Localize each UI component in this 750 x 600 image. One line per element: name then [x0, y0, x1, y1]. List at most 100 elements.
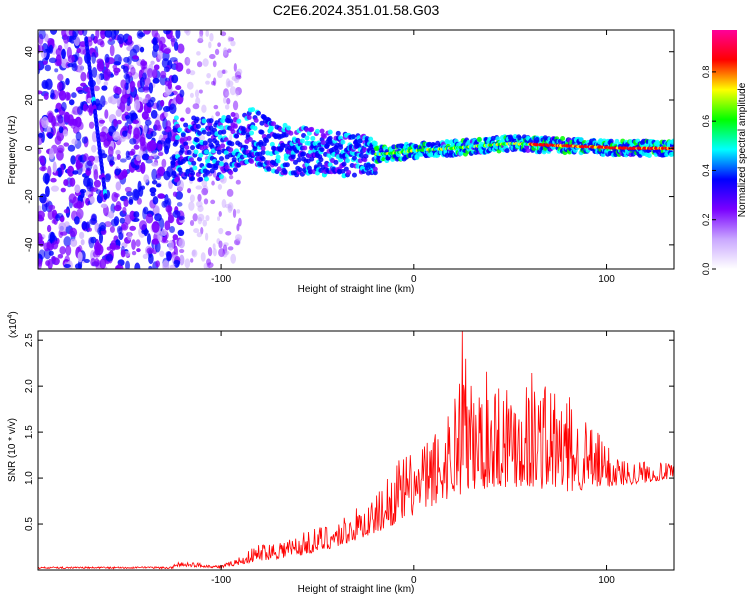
heatmap-cell [179, 249, 185, 254]
heatmap-cell [151, 221, 160, 233]
heatmap-cell [231, 157, 237, 163]
heatmap-cell [82, 103, 88, 112]
heatmap-cell [146, 247, 154, 255]
heatmap-cell [220, 143, 226, 149]
heatmap-cell [327, 135, 333, 141]
heatmap-cell [188, 201, 195, 211]
heatmap-cell [146, 233, 151, 245]
heatmap-cell [119, 217, 125, 224]
heatmap-cell [232, 208, 237, 219]
heatmap-cell [104, 221, 112, 228]
heatmap-cell [99, 131, 107, 137]
heatmap-cell [224, 164, 230, 170]
heatmap-cell [173, 41, 179, 51]
heatmap-cell [215, 111, 221, 117]
heatmap-cell [62, 129, 69, 137]
heatmap-cell [186, 57, 191, 65]
heatmap-cell [66, 92, 71, 101]
heatmap-cell [173, 139, 179, 145]
heatmap-cell [197, 156, 203, 162]
heatmap-cell [38, 90, 43, 95]
heatmap-cell [142, 207, 147, 220]
heatmap-cell [372, 170, 378, 176]
heatmap-cell [137, 32, 146, 38]
colorbar-tick-label: 0.6 [701, 115, 711, 128]
heatmap-cell [129, 138, 137, 145]
heatmap-cell [164, 220, 171, 231]
heatmap-cell [54, 135, 62, 146]
heatmap-cell [173, 115, 179, 121]
heatmap-cell [50, 115, 56, 127]
heatmap-cell [235, 179, 241, 185]
heatmap-x-ticks: -100 0 100 [211, 30, 615, 285]
heatmap-cell [55, 48, 63, 57]
heatmap-cell [276, 166, 282, 172]
heatmap-cell [341, 161, 347, 167]
heatmap-cell [218, 161, 224, 167]
heatmap-cell [165, 205, 173, 213]
heatmap-cell [212, 77, 217, 86]
heatmap-cell [209, 144, 215, 150]
heatmap-cell [61, 48, 66, 60]
heatmap-cell [218, 174, 224, 180]
heatmap-cell [67, 165, 75, 177]
heatmap-cell [195, 97, 201, 106]
heatmap-cell [96, 73, 102, 85]
heatmap-cell [225, 114, 231, 120]
heatmap-cell [113, 216, 120, 226]
heatmap-cell [87, 97, 92, 103]
heatmap-cell [153, 64, 160, 71]
heatmap-cell [71, 92, 77, 99]
heatmap-cell [90, 236, 97, 244]
heatmap-cell [175, 123, 181, 129]
heatmap-cell [137, 180, 142, 192]
heatmap-cell [112, 131, 121, 141]
heatmap-cell [48, 231, 56, 244]
heatmap-cell [221, 129, 227, 135]
heatmap-cell [197, 205, 204, 213]
heatmap-cell [212, 243, 216, 250]
heatmap-cell [304, 135, 310, 141]
heatmap-cell [249, 130, 255, 136]
heatmap-cell [142, 97, 149, 104]
heatmap-cell [148, 253, 154, 265]
heatmap-cell [142, 253, 149, 260]
heatmap-cell [103, 68, 111, 81]
heatmap-cell [46, 224, 52, 233]
heatmap-cell [193, 149, 199, 155]
heatmap-cell [212, 248, 217, 257]
heatmap-cell [213, 104, 219, 110]
heatmap-cell [209, 32, 214, 42]
heatmap-cell [151, 162, 159, 167]
heatmap-cell [130, 66, 136, 76]
heatmap-cell [150, 60, 155, 65]
heatmap-y-tick-label: -40 [24, 237, 35, 252]
heatmap-cell [43, 242, 50, 252]
heatmap-y-tick-label: -20 [24, 189, 35, 204]
heatmap-cell [134, 99, 141, 111]
heatmap-cell [39, 193, 47, 204]
heatmap-cell [189, 92, 194, 98]
heatmap-cell [321, 133, 327, 139]
heatmap-cell [67, 63, 74, 68]
heatmap-cell [87, 155, 95, 162]
heatmap-cell [91, 52, 97, 64]
heatmap-frame [37, 29, 675, 270]
heatmap-cell [217, 183, 223, 190]
heatmap-cell [133, 144, 140, 150]
heatmap-cell [190, 145, 196, 151]
heatmap-cell [123, 198, 129, 207]
heatmap-cell [93, 85, 100, 92]
heatmap-cell [159, 250, 165, 257]
heatmap-cell [115, 149, 121, 156]
heatmap-cell [167, 212, 174, 224]
heatmap-cell [101, 85, 108, 91]
heatmap-cell [211, 180, 215, 186]
heatmap-cell [93, 169, 99, 181]
heatmap-cell [309, 156, 315, 162]
heatmap-cell [48, 57, 57, 64]
heatmap-cell [113, 118, 118, 128]
heatmap-cell [228, 170, 234, 176]
heatmap-cell [228, 118, 234, 124]
svg-text:(x104): (x104) [7, 311, 19, 338]
